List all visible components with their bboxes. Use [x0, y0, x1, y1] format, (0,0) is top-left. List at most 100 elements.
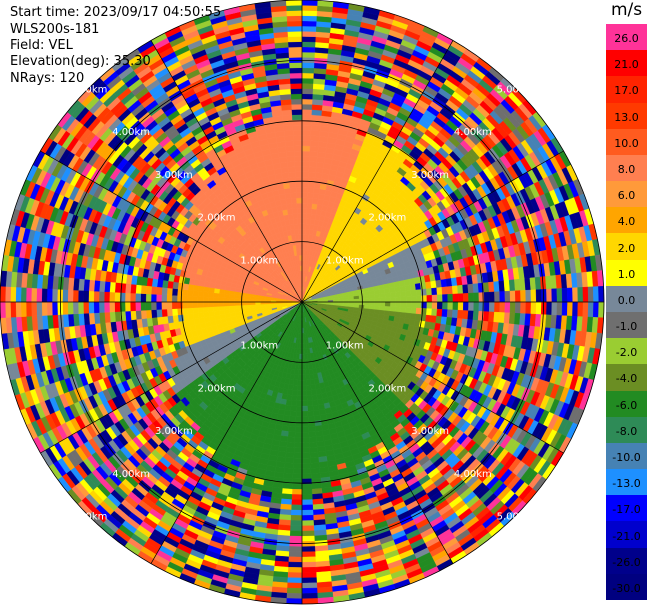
velocity-gate [520, 301, 527, 314]
velocity-gate [301, 410, 309, 417]
velocity-gate [592, 286, 599, 303]
velocity-gate [431, 294, 438, 303]
velocity-gate [312, 198, 319, 205]
velocity-gate [313, 187, 321, 195]
velocity-gate [290, 504, 303, 511]
velocity-gate [379, 305, 386, 311]
velocity-gate [442, 294, 448, 303]
velocity-gate [405, 290, 412, 297]
velocity-gate [293, 447, 303, 454]
velocity-gate [483, 301, 490, 313]
velocity-gate [426, 301, 433, 310]
velocity-gate [301, 577, 317, 584]
velocity-gate [414, 283, 422, 291]
velocity-gate [309, 441, 318, 448]
velocity-gate [306, 197, 314, 204]
velocity-gate [446, 285, 454, 295]
velocity-gate [301, 46, 316, 53]
velocity-gate [400, 290, 407, 298]
velocity-gate [311, 493, 323, 500]
velocity-gate [283, 472, 294, 480]
velocity-gate [353, 301, 360, 306]
velocity-gate [289, 535, 303, 542]
velocity-gate [447, 301, 454, 311]
velocity-gate [307, 415, 315, 422]
velocity-gate [301, 109, 313, 116]
velocity-gate [308, 171, 316, 178]
velocity-gate [301, 488, 313, 495]
velocity-gate [301, 530, 315, 537]
velocity-gate [462, 310, 469, 320]
velocity-gate [285, 598, 303, 605]
velocity-gate [405, 307, 412, 314]
velocity-gate [313, 409, 321, 417]
velocity-gate [457, 284, 464, 295]
velocity-gate [306, 400, 314, 407]
velocity-gate [457, 309, 464, 320]
velocity-gate [284, 462, 294, 469]
velocity-gate [312, 399, 319, 406]
velocity-gate [452, 301, 459, 311]
velocity-gate [551, 301, 558, 316]
velocity-gate [301, 369, 307, 376]
velocity-gate [308, 166, 317, 173]
velocity-gate [379, 293, 386, 299]
velocity-gate [297, 384, 303, 391]
velocity-gate [308, 431, 317, 438]
velocity-gate [287, 431, 296, 438]
velocity-gate [301, 150, 311, 157]
velocity-gate [286, 592, 303, 599]
velocity-gate [305, 218, 311, 225]
velocity-gate [301, 587, 318, 594]
velocity-gate [310, 135, 320, 142]
velocity-gate [307, 182, 315, 189]
velocity-gate [301, 145, 311, 152]
velocity-gate [292, 384, 298, 391]
velocity-gate [286, 587, 303, 594]
velocity-gate [311, 394, 318, 401]
velocity-gate [431, 308, 438, 317]
velocity-gate [291, 494, 303, 501]
velocity-gate [374, 297, 381, 303]
velocity-gate [304, 353, 309, 360]
velocity-gate [509, 301, 516, 314]
velocity-gate [294, 436, 303, 443]
velocity-gate [566, 287, 573, 303]
velocity-gate [535, 301, 542, 315]
velocity-gate [488, 281, 495, 293]
velocity-gate [566, 301, 573, 317]
velocity-gate [301, 384, 307, 391]
velocity-gate [301, 566, 317, 573]
velocity-gate [311, 483, 322, 490]
velocity-gate [301, 592, 318, 599]
velocity-gate [499, 301, 506, 313]
velocity-gate [301, 5, 318, 12]
velocity-gate [283, 414, 291, 422]
velocity-gate [473, 301, 480, 312]
velocity-gate [483, 291, 490, 303]
velocity-gate [306, 208, 313, 215]
velocity-gate [451, 285, 459, 295]
velocity-gate [452, 293, 459, 303]
velocity-gate [301, 561, 317, 568]
velocity-gate [389, 306, 396, 313]
velocity-gate [494, 301, 501, 313]
velocity-gate [301, 556, 316, 563]
velocity-gate [369, 297, 376, 303]
velocity-gate [551, 288, 558, 303]
velocity-gate [414, 313, 422, 321]
velocity-gate [305, 369, 310, 376]
velocity-gate [416, 295, 422, 303]
velocity-gate [504, 301, 511, 314]
velocity-gate [301, 504, 314, 511]
velocity-gate [291, 394, 298, 402]
velocity-gate [310, 467, 321, 474]
velocity-gate [301, 452, 311, 459]
velocity-gate [353, 295, 360, 300]
velocity-gate [582, 301, 589, 318]
velocity-gate [301, 88, 314, 95]
velocity-gate [353, 298, 360, 303]
velocity-gate [307, 410, 315, 417]
velocity-gate [374, 293, 381, 299]
velocity-gate [394, 291, 402, 298]
